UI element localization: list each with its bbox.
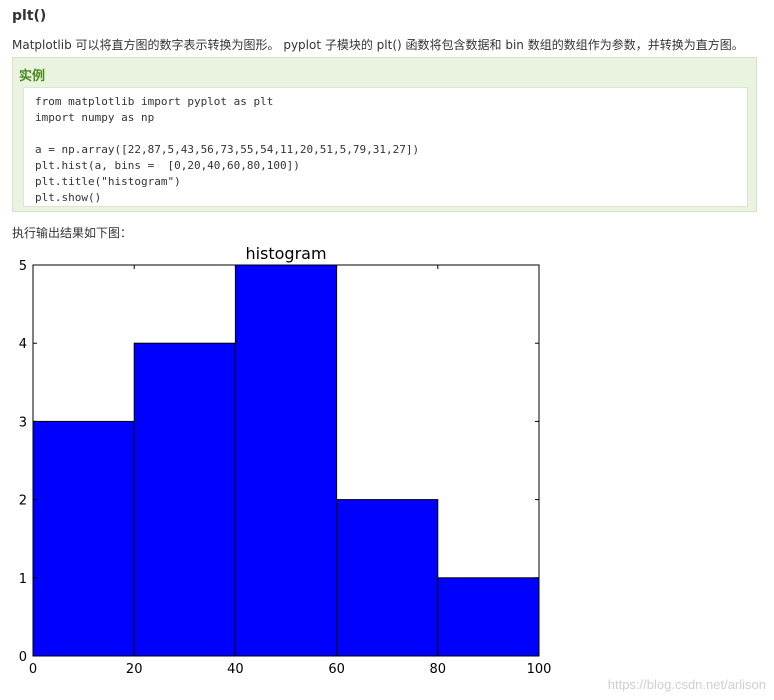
description-text: Matplotlib 可以将直方图的数字表示转换为图形。 pyplot 子模块的… <box>12 38 744 52</box>
code-line: from matplotlib import pyplot as plt <box>35 95 274 108</box>
x-tick-label: 20 <box>126 662 143 677</box>
code-line <box>35 126 736 142</box>
x-tick-label: 0 <box>29 662 37 677</box>
y-tick-label: 4 <box>19 337 27 352</box>
y-tick-label: 2 <box>19 494 27 509</box>
example-box: 实例 from matplotlib import pyplot as plt i… <box>12 57 757 212</box>
watermark: https://blog.csdn.net/arlison <box>607 677 766 692</box>
output-label: 执行输出结果如下图： <box>12 226 133 240</box>
y-tick-label: 1 <box>19 572 27 587</box>
histogram-bar <box>336 499 439 657</box>
bars-group <box>32 264 540 657</box>
x-tick-label: 100 <box>527 662 552 677</box>
histogram-bar <box>234 264 338 657</box>
x-tick-label: 40 <box>227 662 244 677</box>
y-ticks: 0 1 2 3 4 5 <box>19 259 539 665</box>
histogram-bar <box>133 342 236 657</box>
code-line: plt.hist(a, bins = [0,20,40,60,80,100]) <box>35 159 300 172</box>
code-line: plt.show() <box>35 191 102 204</box>
chart-title: histogram <box>245 244 326 263</box>
histogram-bar <box>437 577 540 657</box>
y-tick-label: 3 <box>19 415 27 430</box>
x-ticks: 0 20 40 60 80 100 <box>29 265 552 677</box>
section-heading: plt() <box>12 8 47 24</box>
y-tick-label: 0 <box>19 650 27 665</box>
code-line: a = np.array([22,87,5,43,56,73,55,54,11,… <box>35 143 420 156</box>
x-tick-label: 60 <box>328 662 345 677</box>
code-block[interactable]: from matplotlib import pyplot as plt impo… <box>23 87 748 207</box>
example-title: 实例 <box>19 69 46 84</box>
histogram-chart: 0 20 40 60 80 100 0 1 2 3 4 5 histogram <box>19 244 552 677</box>
code-line: plt.title("histogram") <box>35 175 181 188</box>
plot-frame <box>32 264 540 657</box>
y-tick-label: 5 <box>19 259 27 274</box>
x-tick-label: 80 <box>430 662 447 677</box>
histogram-bar <box>32 420 135 657</box>
code-line: import numpy as np <box>35 111 155 124</box>
